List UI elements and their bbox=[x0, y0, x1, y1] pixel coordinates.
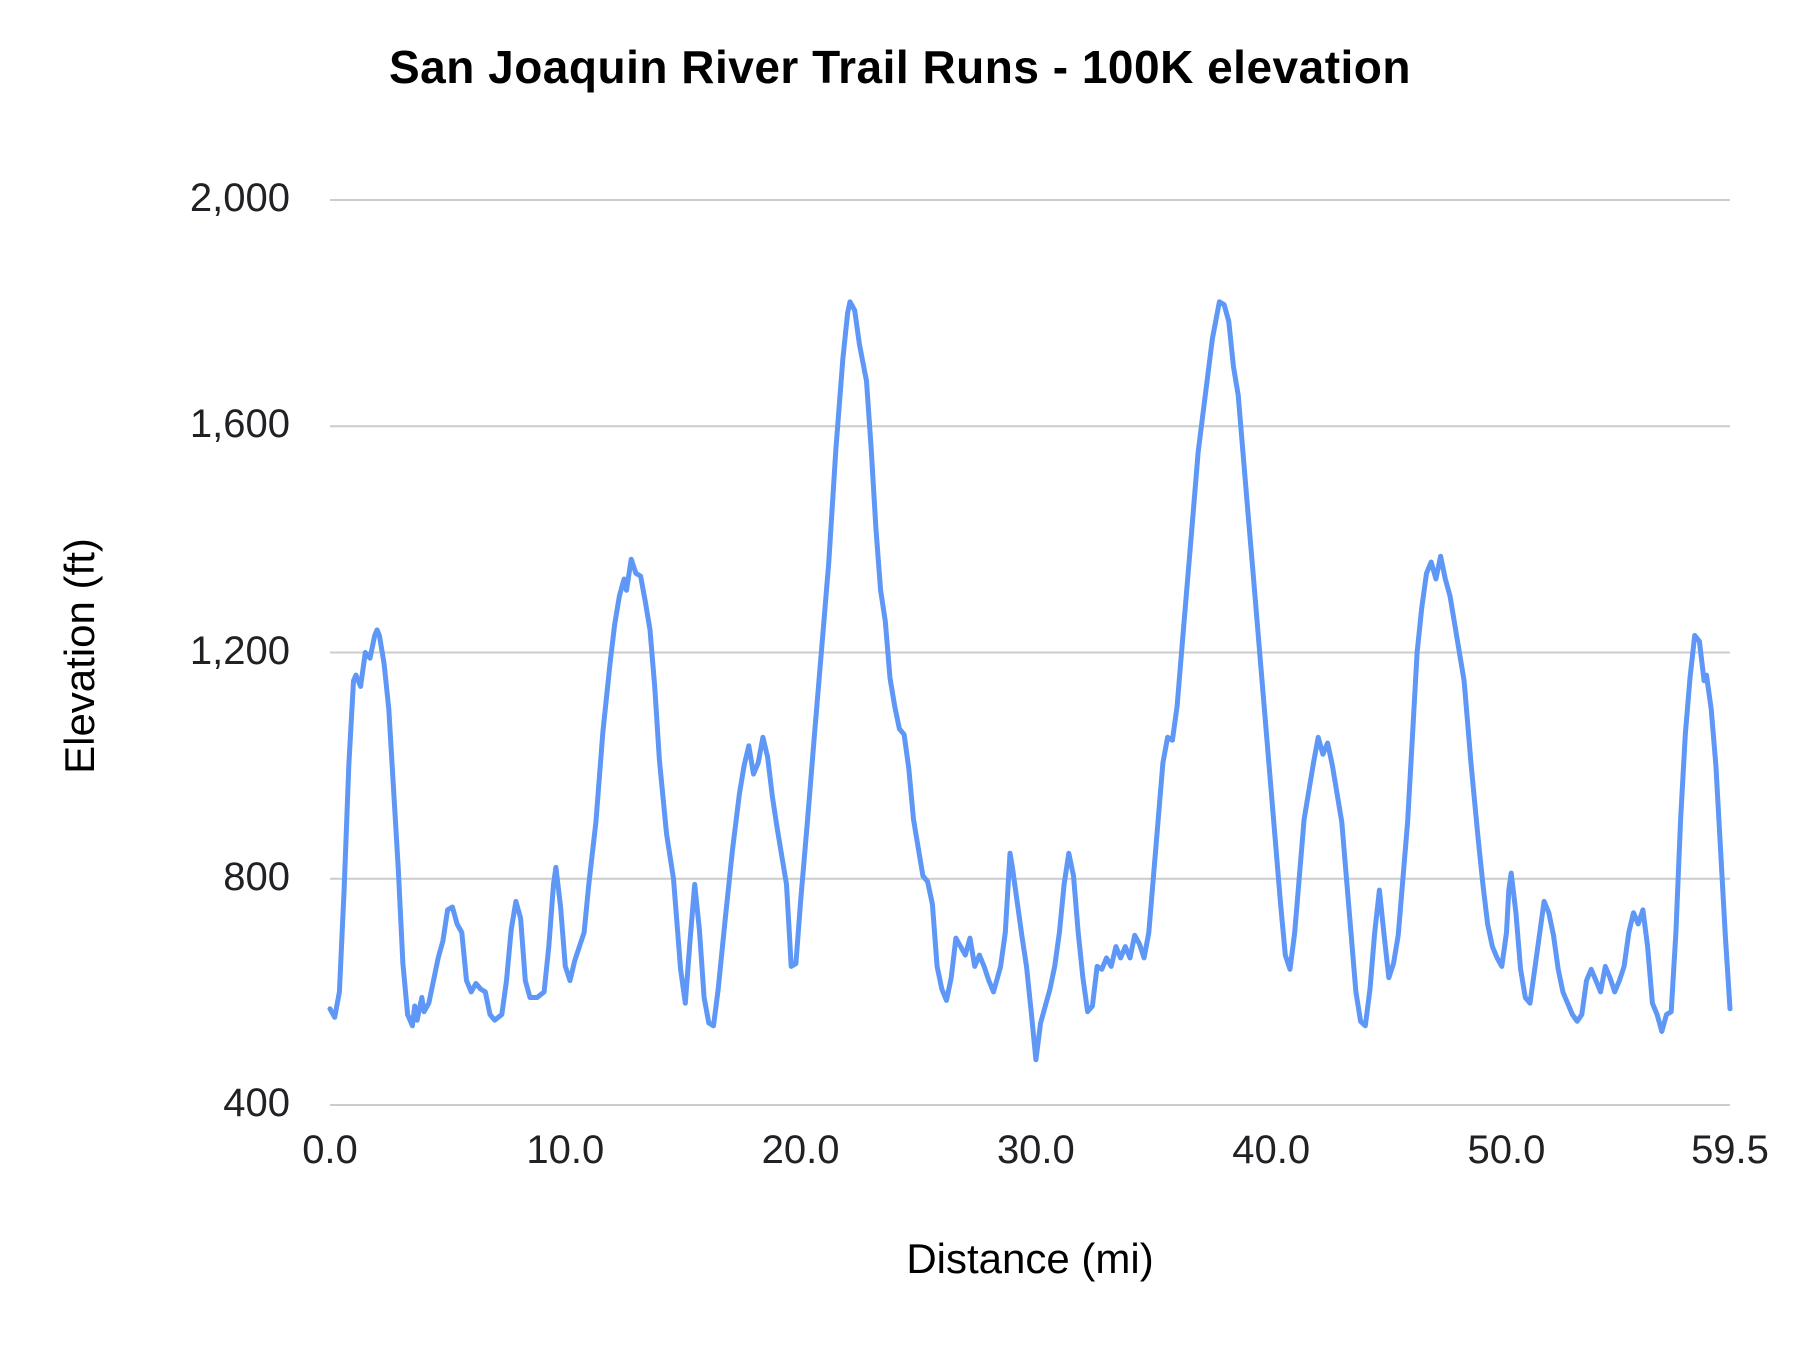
y-axis-tick-label: 2,000 bbox=[189, 176, 290, 220]
y-axis-tick-label: 1,600 bbox=[189, 402, 290, 447]
x-axis-tick-label: 10.0 bbox=[526, 1128, 605, 1172]
x-axis-tick-label: 0.0 bbox=[302, 1128, 358, 1172]
x-axis-tick-label: 59.5 bbox=[1691, 1128, 1769, 1172]
x-axis-tick-label: 50.0 bbox=[1467, 1128, 1546, 1172]
x-axis-tick-label: 40.0 bbox=[1232, 1128, 1311, 1172]
y-axis-tick-label: 1,200 bbox=[189, 628, 290, 673]
x-axis-tick-label: 20.0 bbox=[761, 1128, 840, 1172]
y-axis-tick-label: 800 bbox=[223, 854, 290, 899]
y-axis-tick-label: 400 bbox=[223, 1081, 290, 1125]
chart-title: San Joaquin River Trail Runs - 100K elev… bbox=[388, 41, 1412, 93]
x-axis-tick-label: 30.0 bbox=[996, 1128, 1075, 1172]
x-axis-title: Distance (mi) bbox=[906, 1235, 1154, 1282]
y-axis-title: Elevation (ft) bbox=[56, 538, 103, 774]
elevation-series-line bbox=[327, 299, 1733, 1063]
